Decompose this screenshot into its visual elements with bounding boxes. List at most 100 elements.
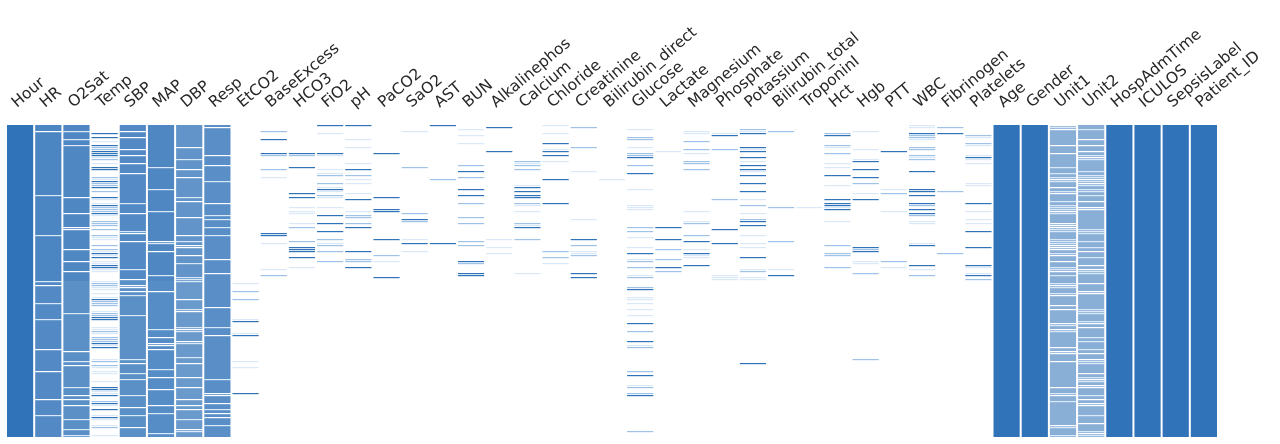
- cell-gap: [176, 159, 203, 161]
- cell-mark: [627, 129, 654, 131]
- cell-mark: [965, 223, 992, 225]
- cell-mark: [627, 153, 654, 155]
- cell-mark: [824, 163, 851, 165]
- cell-gap: [1049, 435, 1077, 437]
- cell-mark: [232, 335, 259, 337]
- cell-mark: [627, 371, 654, 373]
- column-unit1: [1049, 125, 1077, 437]
- cell-gap: [35, 195, 62, 197]
- column-sbp: [119, 125, 146, 437]
- cell-mark: [739, 199, 767, 201]
- cell-mark: [824, 153, 851, 155]
- cell-mark: [965, 183, 992, 185]
- cell-gap: [63, 131, 90, 133]
- cell-mark: [908, 195, 936, 197]
- cell-gap: [1078, 175, 1105, 177]
- cell-mark: [739, 133, 767, 135]
- cell-mark: [91, 133, 118, 135]
- cell-mark: [965, 219, 992, 221]
- cell-mark: [91, 381, 118, 383]
- cell-mark: [908, 125, 936, 127]
- cell-mark: [627, 277, 654, 279]
- cell-mark: [627, 393, 654, 395]
- cell-mark: [317, 251, 344, 253]
- cell-mark: [91, 253, 118, 255]
- cell-mark: [852, 273, 879, 275]
- cell-mark: [627, 347, 654, 349]
- cell-mark: [852, 359, 879, 361]
- cell-mark: [345, 169, 372, 171]
- cell-mark: [739, 279, 767, 281]
- cell-mark: [373, 197, 400, 199]
- cell-block: [1106, 125, 1133, 281]
- cell-gap: [1078, 185, 1105, 187]
- column-creatinine: [570, 127, 597, 279]
- cell-mark: [288, 153, 316, 155]
- cell-gap: [1049, 225, 1077, 227]
- column-hospadmtime: [1106, 125, 1133, 437]
- cell-mark: [824, 147, 851, 149]
- cell-mark: [542, 143, 569, 145]
- cell-mark: [824, 253, 851, 255]
- cell-gap: [1078, 377, 1105, 379]
- cell-gap: [204, 379, 231, 381]
- cell-mark: [91, 319, 118, 321]
- cell-mark: [655, 151, 682, 153]
- cell-gap: [119, 231, 146, 233]
- cell-mark: [288, 213, 316, 215]
- cell-gap: [204, 273, 231, 275]
- cell-mark: [655, 239, 682, 241]
- cell-gap: [63, 429, 90, 431]
- cell-gap: [1049, 243, 1077, 245]
- cell-gap: [35, 399, 62, 401]
- cell-mark: [880, 189, 907, 191]
- cell-mark: [514, 225, 541, 227]
- cell-mark: [627, 287, 654, 289]
- cell-gap: [147, 433, 175, 435]
- cell-mark: [317, 239, 344, 241]
- column-bun: [457, 129, 485, 277]
- cell-mark: [91, 267, 118, 269]
- cell-mark: [908, 245, 936, 247]
- cell-mark: [91, 181, 118, 183]
- cell-gap: [147, 243, 175, 245]
- cell-mark: [91, 141, 118, 143]
- cell-mark: [965, 159, 992, 161]
- cell-mark: [91, 409, 118, 411]
- cell-gap: [1049, 329, 1077, 331]
- cell-gap: [1049, 145, 1077, 147]
- cell-mark: [345, 163, 372, 165]
- cell-gap: [1078, 191, 1105, 193]
- cell-mark: [739, 169, 767, 171]
- cell-mark: [288, 211, 316, 213]
- column-patient-id: [1190, 125, 1217, 437]
- cell-gap: [176, 377, 203, 379]
- cell-gap: [1078, 341, 1105, 343]
- cell-mark: [91, 207, 118, 209]
- cell-gap: [204, 335, 231, 337]
- cell-gap: [63, 395, 90, 397]
- cell-gap: [176, 281, 203, 283]
- cell-gap: [1078, 271, 1105, 273]
- column-magnesium: [683, 131, 710, 267]
- cell-mark: [91, 373, 118, 375]
- cell-gap: [63, 387, 90, 389]
- cell-mark: [91, 149, 118, 151]
- cell-mark: [852, 247, 879, 249]
- cell-mark: [683, 257, 710, 259]
- column-o2sat: [63, 125, 90, 437]
- cell-mark: [91, 281, 118, 283]
- cell-mark: [260, 155, 287, 157]
- cell-mark: [373, 211, 400, 213]
- cell-mark: [91, 371, 118, 373]
- cell-gap: [1049, 401, 1077, 403]
- cell-mark: [655, 267, 682, 269]
- cell-block: [35, 281, 62, 437]
- cell-mark: [91, 389, 118, 391]
- cell-mark: [232, 361, 259, 363]
- cell-gap: [1049, 201, 1077, 203]
- cell-gap: [119, 269, 146, 271]
- cell-mark: [965, 135, 992, 137]
- cell-gap: [63, 249, 90, 251]
